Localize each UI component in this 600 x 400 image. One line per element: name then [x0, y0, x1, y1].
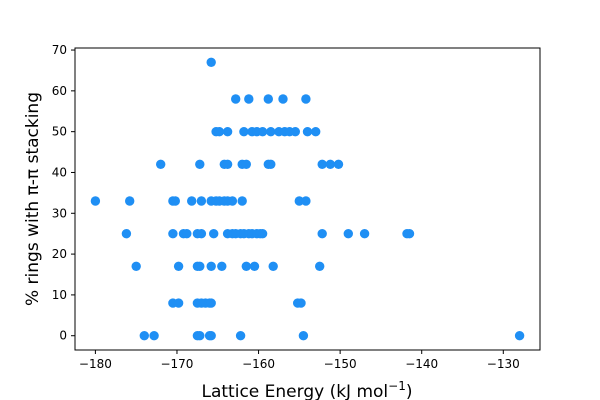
y-axis-ticks: 0 10 20 30 40 50 60 70: [52, 43, 75, 343]
data-point-35: [187, 196, 197, 206]
x-axis-title: Lattice Energy (kJ mol−1): [202, 379, 413, 400]
y-tick-label: 40: [52, 165, 67, 179]
data-point-27: [266, 159, 276, 169]
data-point-84: [206, 298, 216, 308]
x-tick-label: −150: [324, 357, 357, 371]
data-point-9: [239, 127, 249, 137]
data-point-20: [156, 159, 166, 169]
data-point-79: [173, 298, 184, 308]
y-tick-label: 0: [59, 329, 67, 343]
data-point-86: [296, 298, 306, 308]
data-point-52: [209, 229, 219, 239]
data-point-8: [222, 127, 233, 137]
data-point-69: [173, 261, 184, 271]
data-point-90: [195, 331, 205, 341]
data-point-49: [182, 229, 192, 239]
y-tick-label: 20: [52, 247, 67, 261]
data-point-25: [241, 159, 251, 169]
data-point-63: [317, 229, 327, 239]
data-point-45: [301, 196, 311, 206]
y-tick-label: 70: [52, 43, 67, 57]
y-axis-title: % rings with π-π stacking: [23, 92, 43, 306]
data-point-42: [227, 196, 238, 206]
data-point-75: [249, 261, 260, 271]
data-point-67: [404, 229, 415, 239]
data-point-65: [359, 229, 370, 239]
data-point-30: [333, 159, 344, 169]
data-point-46: [121, 229, 132, 239]
x-tick-label: −160: [242, 357, 275, 371]
data-point-68: [131, 261, 141, 271]
data-point-72: [206, 261, 216, 271]
data-point-3: [263, 94, 273, 104]
data-point-95: [514, 331, 525, 341]
data-point-21: [195, 159, 205, 169]
data-point-7: [214, 127, 225, 137]
data-point-77: [315, 261, 325, 271]
data-point-31: [90, 196, 101, 206]
data-point-64: [343, 229, 353, 239]
x-tick-label: −140: [405, 357, 438, 371]
data-point-12: [257, 127, 268, 137]
data-point-62: [257, 229, 268, 239]
data-point-23: [222, 159, 233, 169]
data-point-34: [170, 196, 180, 206]
data-point-5: [301, 94, 311, 104]
data-point-51: [196, 229, 207, 239]
data-point-71: [195, 261, 205, 271]
data-points: [90, 57, 525, 341]
y-tick-label: 50: [52, 125, 67, 139]
data-point-29: [325, 159, 335, 169]
x-tick-label: −170: [160, 357, 193, 371]
x-tick-label: −130: [487, 357, 520, 371]
data-point-74: [241, 261, 251, 271]
data-point-13: [266, 127, 276, 137]
x-tick-label: −180: [79, 357, 112, 371]
y-tick-label: 10: [52, 288, 67, 302]
y-tick-label: 30: [52, 206, 67, 220]
data-point-1: [231, 94, 241, 104]
data-point-17: [290, 127, 300, 137]
data-point-76: [268, 261, 278, 271]
data-point-43: [237, 196, 247, 206]
data-point-94: [298, 331, 309, 341]
data-point-28: [317, 159, 327, 169]
data-point-93: [235, 331, 246, 341]
data-point-88: [149, 331, 159, 341]
data-point-92: [206, 331, 216, 341]
data-point-87: [139, 331, 149, 341]
data-point-44: [294, 196, 304, 206]
data-point-19: [311, 127, 321, 137]
data-point-18: [302, 127, 313, 137]
data-point-47: [168, 229, 178, 239]
x-axis-ticks: −180 −170 −160 −150 −140 −130: [79, 350, 520, 371]
data-point-32: [125, 196, 135, 206]
data-point-2: [244, 94, 254, 104]
data-point-73: [217, 261, 227, 271]
y-tick-label: 60: [52, 84, 67, 98]
data-point-36: [196, 196, 207, 206]
data-point-4: [278, 94, 288, 104]
data-point-0: [206, 57, 216, 67]
